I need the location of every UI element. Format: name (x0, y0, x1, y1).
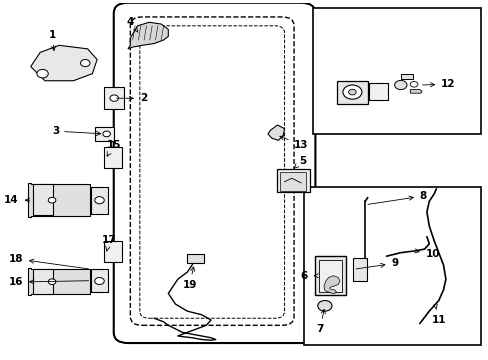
Text: 17: 17 (102, 235, 116, 251)
Text: 13: 13 (279, 136, 307, 149)
Circle shape (394, 80, 406, 90)
Text: 15: 15 (106, 140, 121, 156)
Text: 11: 11 (431, 304, 445, 325)
Text: 12: 12 (422, 79, 455, 89)
Text: 6: 6 (300, 271, 318, 281)
Bar (279, 172, 305, 191)
Text: 3: 3 (52, 126, 101, 136)
Polygon shape (31, 45, 97, 81)
Bar (91, 187, 108, 214)
Circle shape (110, 95, 118, 101)
Circle shape (102, 131, 110, 137)
Bar (319, 260, 341, 292)
Bar (104, 241, 122, 261)
Circle shape (37, 69, 48, 78)
Polygon shape (323, 276, 339, 293)
Text: 16: 16 (9, 277, 88, 287)
Bar (95, 127, 114, 141)
Circle shape (348, 89, 355, 95)
Text: 19: 19 (182, 267, 197, 289)
Circle shape (317, 301, 331, 311)
Polygon shape (409, 90, 421, 93)
Text: 5: 5 (294, 156, 306, 168)
FancyBboxPatch shape (114, 3, 315, 343)
Text: 8: 8 (367, 191, 426, 204)
Circle shape (95, 197, 104, 204)
Bar (33, 269, 52, 294)
Bar (315, 256, 346, 295)
Circle shape (81, 59, 90, 67)
Polygon shape (28, 183, 90, 217)
Bar (277, 169, 309, 192)
Circle shape (95, 278, 104, 284)
Bar (368, 82, 386, 100)
Text: 2: 2 (116, 94, 147, 103)
Bar (91, 269, 108, 292)
Bar (400, 74, 412, 79)
Bar (104, 147, 122, 168)
Circle shape (342, 85, 361, 99)
Polygon shape (28, 268, 90, 295)
Bar (33, 184, 52, 215)
Polygon shape (267, 125, 284, 140)
Bar (187, 255, 203, 263)
Text: 18: 18 (9, 254, 88, 269)
Bar (104, 87, 124, 109)
Bar (312, 8, 481, 134)
Text: 7: 7 (316, 310, 325, 334)
Bar (303, 187, 481, 345)
Text: 4: 4 (126, 17, 138, 32)
Bar (336, 81, 367, 104)
Polygon shape (128, 22, 168, 49)
Bar (353, 258, 366, 281)
Text: 1: 1 (48, 30, 56, 50)
Circle shape (48, 197, 56, 203)
Text: 14: 14 (4, 195, 30, 205)
Circle shape (48, 279, 56, 284)
Text: 9: 9 (355, 258, 398, 269)
Circle shape (409, 81, 417, 87)
Text: 10: 10 (414, 249, 439, 260)
